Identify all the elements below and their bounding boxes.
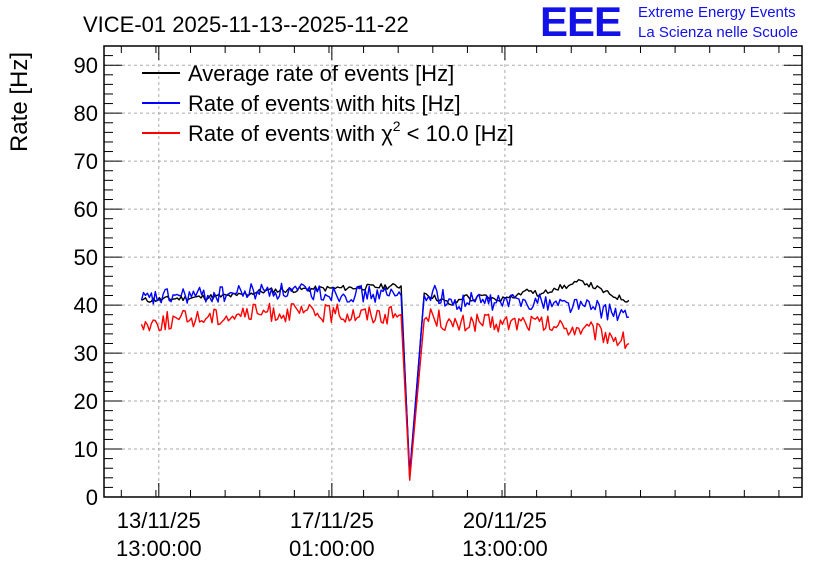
y-tick-label: 10 — [74, 437, 98, 462]
legend: Average rate of events [Hz] Rate of even… — [142, 61, 514, 146]
y-tick-label: 20 — [74, 389, 98, 414]
y-tick-label: 80 — [74, 101, 98, 126]
y-tick-label: 60 — [74, 197, 98, 222]
y-tick-label: 40 — [74, 293, 98, 318]
y-axis-label: Rate [Hz] — [6, 52, 33, 152]
y-tick-label: 50 — [74, 245, 98, 270]
plot-frame — [103, 45, 803, 498]
legend-chi2-prefix: Rate of events with χ — [188, 121, 393, 146]
eee-logo: EEE Extreme Energy Events La Scienza nel… — [540, 0, 836, 46]
y-tick-label: 90 — [74, 53, 98, 78]
y-tick-label: 30 — [74, 341, 98, 366]
x-tick-label-time: 01:00:00 — [289, 536, 375, 561]
y-tick-label: 0 — [86, 485, 98, 510]
legend-label-average: Average rate of events [Hz] — [188, 61, 454, 86]
series-line — [140, 282, 630, 474]
logo-line-2: La Scienza nelle Scuole — [638, 24, 799, 41]
legend-label-hits: Rate of events with hits [Hz] — [188, 91, 461, 116]
series-line — [140, 302, 630, 481]
logo-line-1: Extreme Energy Events — [638, 4, 796, 21]
legend-label-chi2: Rate of events with χ2 < 10.0 [Hz] — [188, 118, 514, 146]
x-tick-label-date: 17/11/25 — [290, 508, 374, 533]
eee-logo-mark: EEE — [540, 0, 622, 45]
series-layer — [140, 279, 630, 481]
series-line — [141, 279, 630, 479]
legend-chi2-sup: 2 — [393, 118, 401, 134]
x-tick-label-time: 13:00:00 — [116, 536, 202, 561]
x-tick-label-date: 20/11/25 — [463, 508, 547, 533]
y-tick-label: 70 — [74, 149, 98, 174]
x-tick-label-time: 13:00:00 — [462, 536, 548, 561]
x-tick-label-date: 13/11/25 — [117, 508, 201, 533]
axes: 0 10 20 30 40 50 60 70 80 90 13/11/25 13:00:00 17/11… — [74, 45, 802, 561]
chart-title: VICE-01 2025-11-13--2025-11-22 — [83, 12, 409, 37]
legend-chi2-suffix: < 10.0 [Hz] — [401, 121, 514, 146]
